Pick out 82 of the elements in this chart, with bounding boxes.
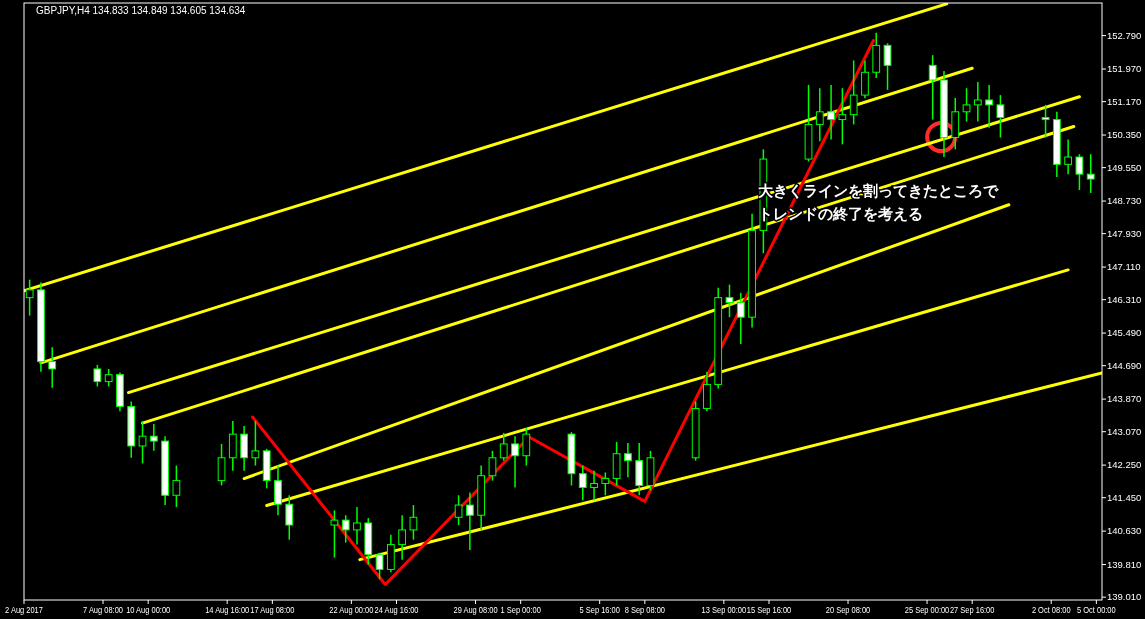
candlestick xyxy=(815,87,824,142)
candlestick xyxy=(973,81,982,123)
y-tick-label: 145.490 xyxy=(1107,327,1142,339)
candlestick xyxy=(861,59,869,100)
candlestick xyxy=(499,432,508,462)
candlestick xyxy=(330,509,339,559)
candlestick xyxy=(962,87,971,123)
candlestick xyxy=(985,84,994,129)
candlestick xyxy=(228,420,237,472)
y-tick-label: 150.350 xyxy=(1107,129,1142,141)
y-tick-label: 139.810 xyxy=(1107,558,1142,570)
candlestick xyxy=(398,514,407,561)
x-tick-label: 2 Oct 08:00 xyxy=(1031,605,1072,616)
candlestick xyxy=(172,464,181,508)
y-tick-label: 146.310 xyxy=(1107,293,1142,305)
candlestick xyxy=(465,491,474,551)
candlestick xyxy=(1064,138,1073,175)
chart-title: GBPJPY,H4 134.833 134.849 134.605 134.634 xyxy=(36,5,246,16)
y-tick-label: 147.930 xyxy=(1107,227,1142,239)
candlestick xyxy=(217,443,226,487)
candlestick xyxy=(928,54,937,121)
candlestick xyxy=(409,504,418,541)
x-tick-label: 13 Sep 00:00 xyxy=(701,605,747,616)
candlestick xyxy=(624,442,632,479)
x-tick-label: 27 Sep 16:00 xyxy=(949,605,995,616)
candlestick xyxy=(827,84,835,141)
candlestick xyxy=(522,427,531,467)
candlestick xyxy=(488,450,497,482)
candlestick xyxy=(149,423,158,452)
x-tick-label: 15 Sep 16:00 xyxy=(746,605,792,616)
candlestick xyxy=(511,435,519,489)
x-tick-label: 5 Sep 16:00 xyxy=(579,605,621,616)
y-tick-label: 144.690 xyxy=(1107,359,1142,371)
candlestick xyxy=(353,506,361,546)
candlestick xyxy=(138,420,147,465)
candlestick xyxy=(93,364,102,388)
candlestick xyxy=(849,59,858,126)
candlestick xyxy=(48,346,57,389)
y-tick-label: 143.870 xyxy=(1107,393,1142,405)
x-tick-label: 25 Sep 00:00 xyxy=(904,605,950,616)
y-tick-label: 147.110 xyxy=(1107,261,1141,273)
x-tick-label: 22 Aug 00:00 xyxy=(329,605,374,616)
x-tick-label: 8 Sep 08:00 xyxy=(624,605,666,616)
candlestick xyxy=(251,420,260,467)
candlestick xyxy=(883,42,892,91)
y-tick-label: 140.630 xyxy=(1107,525,1142,537)
y-tick-label: 143.070 xyxy=(1107,426,1142,437)
candlestick xyxy=(454,494,463,526)
candlestick xyxy=(285,494,294,541)
x-tick-label: 20 Sep 08:00 xyxy=(825,605,871,616)
x-tick-label: 29 Aug 08:00 xyxy=(453,605,499,616)
x-tick-label: 17 Aug 08:00 xyxy=(250,605,295,616)
candlestick xyxy=(1086,153,1095,194)
y-tick-label: 142.250 xyxy=(1107,459,1142,471)
candlestick xyxy=(1041,104,1050,139)
candlestick xyxy=(274,464,282,516)
x-tick-label: 10 Aug 00:00 xyxy=(126,605,171,616)
candlestick xyxy=(725,283,734,318)
x-tick-label: 7 Aug 08:00 xyxy=(83,605,124,616)
x-tick-label: 14 Aug 16:00 xyxy=(205,605,250,616)
x-tick-label: 24 Aug 16:00 xyxy=(374,605,420,616)
candlestick xyxy=(590,470,598,501)
candlestick xyxy=(1075,153,1084,191)
x-tick-label: 5 Oct 00:00 xyxy=(1077,605,1117,616)
y-tick-label: 151.970 xyxy=(1107,63,1142,75)
y-tick-label: 148.730 xyxy=(1107,195,1142,207)
candlestick xyxy=(996,94,1005,139)
y-tick-label: 141.450 xyxy=(1107,492,1142,504)
candlestick xyxy=(578,464,587,501)
candlestick xyxy=(838,87,847,146)
y-tick-label: 149.550 xyxy=(1107,161,1142,173)
candlestick xyxy=(736,291,745,345)
candlestick xyxy=(240,425,248,472)
y-tick-label: 139.010 xyxy=(1107,591,1142,603)
candlestick xyxy=(601,471,610,497)
candlestick xyxy=(375,551,384,580)
candlestick xyxy=(341,514,350,544)
y-tick-label: 151.170 xyxy=(1107,95,1142,107)
candlestick xyxy=(25,278,34,317)
y-tick-label: 152.790 xyxy=(1107,29,1142,41)
x-tick-label: 1 Sep 00:00 xyxy=(500,605,542,616)
x-tick-label: 2 Aug 2017 xyxy=(5,605,44,616)
